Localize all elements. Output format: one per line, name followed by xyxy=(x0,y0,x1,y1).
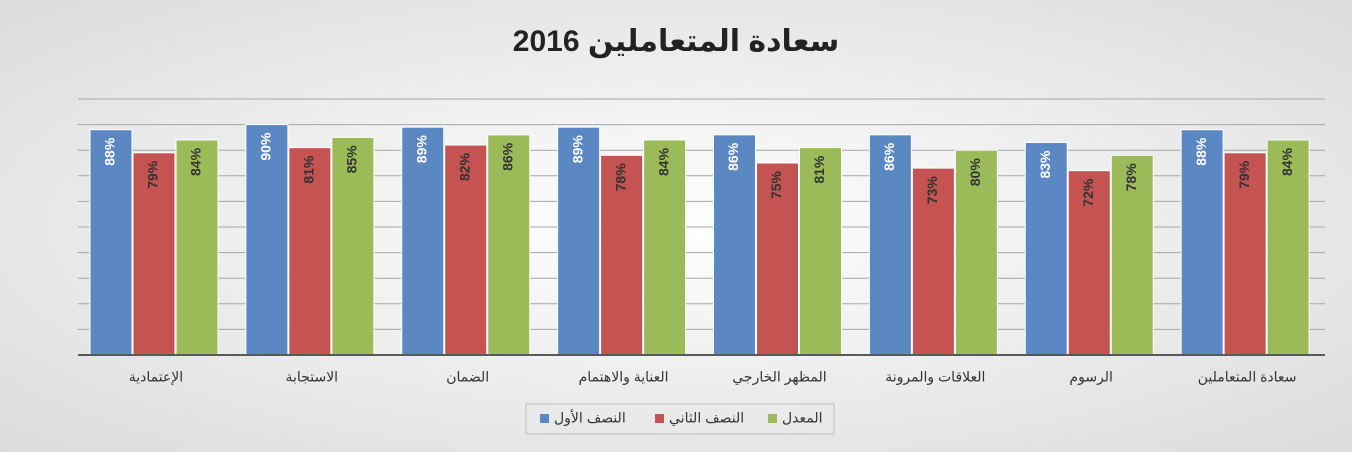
data-label: 86% xyxy=(881,142,897,171)
bar xyxy=(1223,152,1267,356)
legend-box xyxy=(525,403,835,435)
bar xyxy=(643,139,687,356)
legend-label: المعدل xyxy=(782,410,823,426)
legend-marker xyxy=(540,414,549,423)
x-tick-label: المظهر الخارجي xyxy=(732,369,826,386)
data-label: 81% xyxy=(301,155,317,184)
bar xyxy=(799,147,842,356)
bar xyxy=(132,152,176,356)
data-label: 79% xyxy=(145,160,161,189)
x-tick-label: الإعتمادية xyxy=(129,369,183,386)
bar xyxy=(401,126,445,356)
bar xyxy=(600,154,644,356)
bar xyxy=(1067,170,1111,356)
data-label: 84% xyxy=(188,147,204,176)
x-tick-label: الاستجابة xyxy=(286,369,339,385)
data-label: 85% xyxy=(344,145,360,174)
legend: النصف الأول النصف الثاني المعدل xyxy=(525,403,835,435)
data-label: 86% xyxy=(499,142,515,171)
data-label: 84% xyxy=(1279,147,1295,176)
legend-label: النصف الأول xyxy=(554,409,626,427)
bar xyxy=(1024,142,1068,356)
bar xyxy=(331,136,375,356)
x-tick-label: العناية والاهتمام xyxy=(579,369,669,386)
data-label: 72% xyxy=(1080,178,1096,207)
x-tick-label: الرسوم xyxy=(1069,369,1113,386)
data-label: 88% xyxy=(1193,137,1209,166)
x-tick-label: الضمان xyxy=(446,369,489,385)
legend-marker xyxy=(655,414,664,423)
bar xyxy=(444,144,488,356)
x-tick-label: العلاقات والمرونة xyxy=(885,369,985,386)
bar xyxy=(1180,129,1224,356)
data-label: 86% xyxy=(725,142,741,171)
chart-title: سعادة المتعاملين 2016 xyxy=(513,25,839,58)
data-label: 83% xyxy=(1037,150,1053,179)
bar xyxy=(487,134,531,356)
bar xyxy=(288,147,332,356)
data-label: 81% xyxy=(811,155,827,184)
data-label: 88% xyxy=(102,137,118,166)
data-label: 73% xyxy=(924,176,940,205)
bar xyxy=(868,134,912,356)
bar xyxy=(1110,154,1154,356)
data-label: 90% xyxy=(258,132,274,161)
bar xyxy=(1266,139,1310,356)
bar xyxy=(245,124,289,356)
data-label: 89% xyxy=(569,135,585,164)
data-label: 75% xyxy=(768,170,784,199)
bar xyxy=(557,126,601,356)
data-label: 84% xyxy=(655,147,671,176)
legend-marker xyxy=(768,414,777,423)
legend-label: النصف الثاني xyxy=(669,410,744,427)
x-tick-label: سعادة المتعاملين xyxy=(1198,369,1297,386)
data-label: 80% xyxy=(967,158,983,187)
data-label: 78% xyxy=(1123,163,1139,192)
bar xyxy=(175,139,219,356)
bar xyxy=(89,129,133,356)
data-label: 89% xyxy=(413,135,429,164)
data-label: 82% xyxy=(456,153,472,182)
data-label: 78% xyxy=(612,163,628,192)
data-label: 79% xyxy=(1236,160,1252,189)
